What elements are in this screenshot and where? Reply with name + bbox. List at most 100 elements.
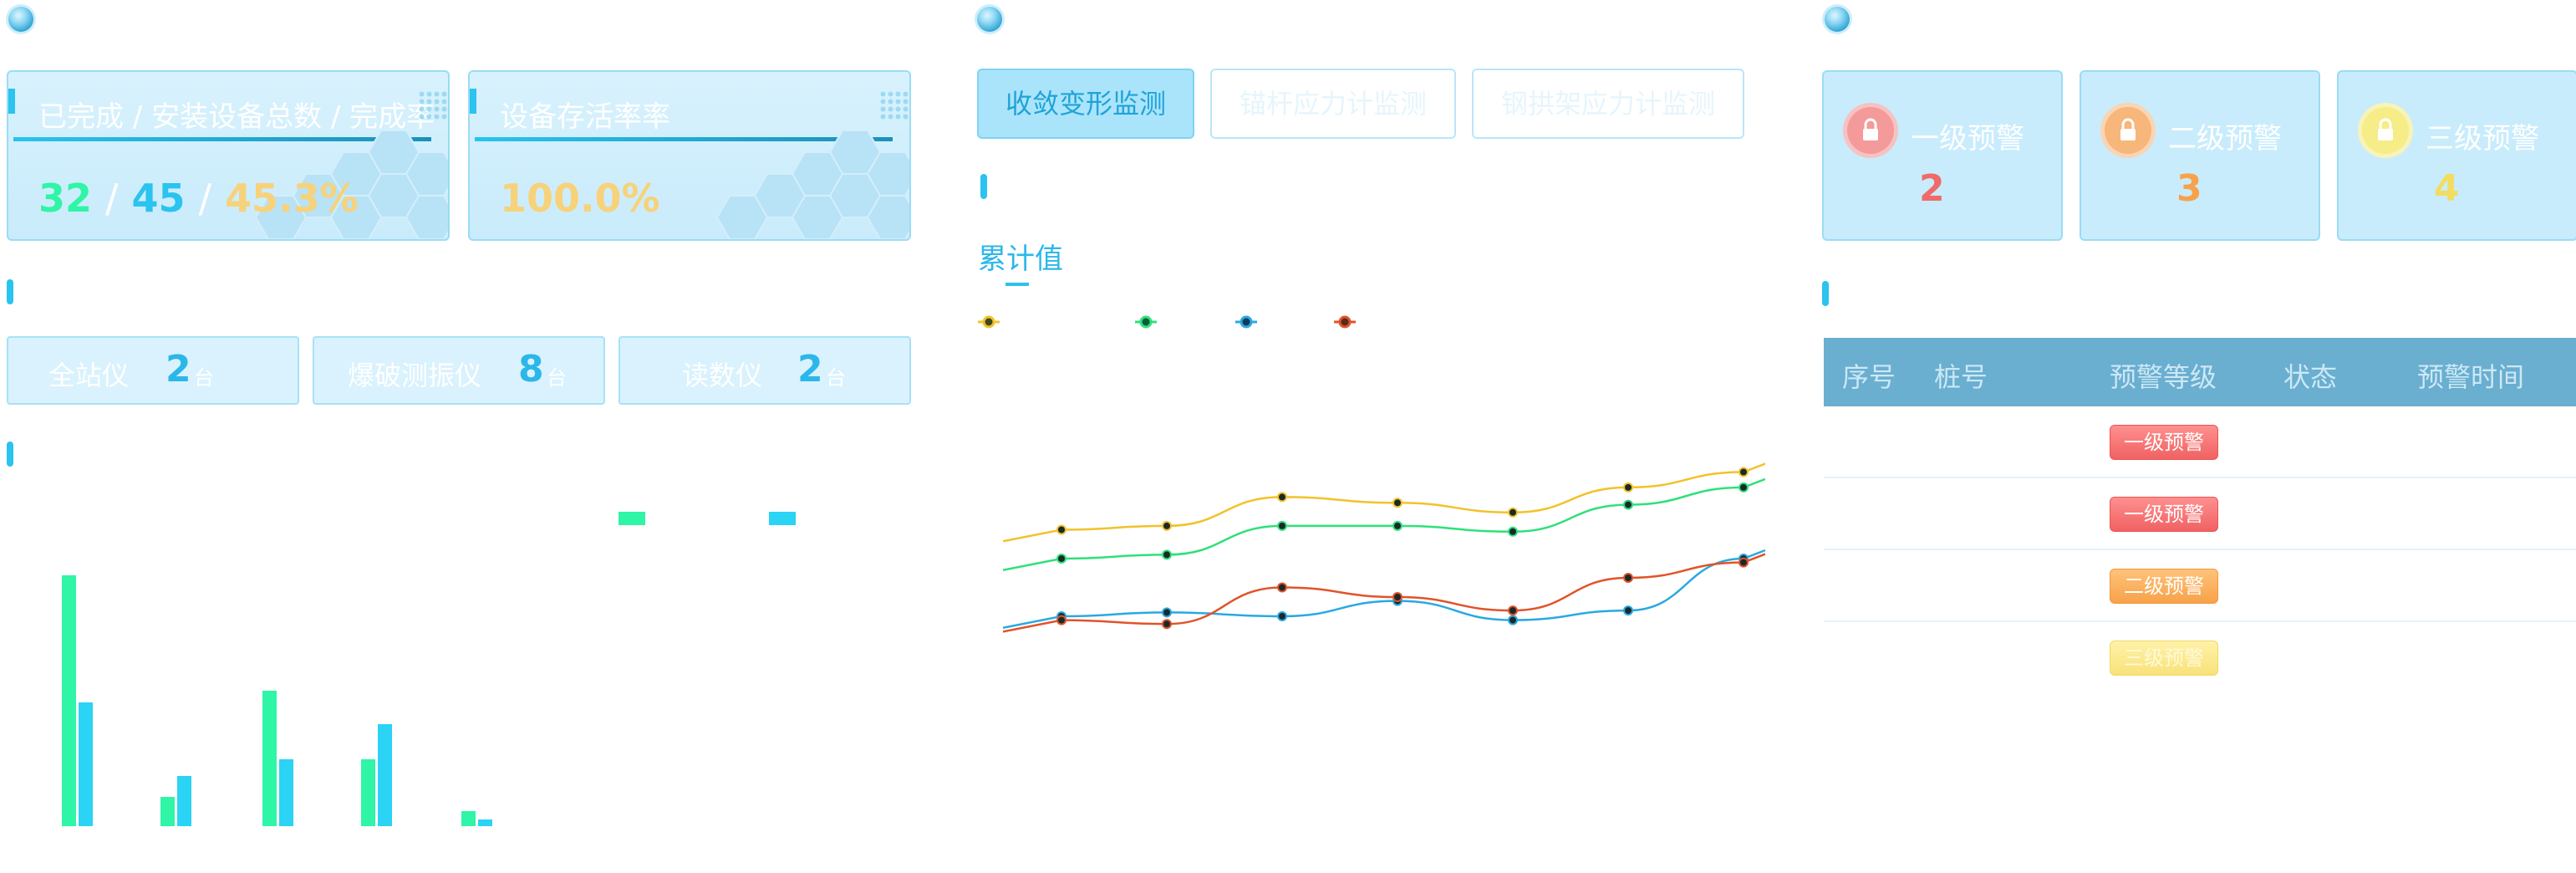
line-chart — [1003, 462, 1765, 633]
bar-series-2-1 — [79, 702, 93, 826]
completed-count: 32 — [38, 176, 93, 221]
warning-level-badge: 二级预警 — [2110, 569, 2218, 604]
point-series-2-1 — [1056, 554, 1067, 564]
total-count: 45 — [131, 176, 186, 221]
device-name: 爆破测振仪 — [348, 360, 482, 391]
bar-chart — [62, 575, 492, 826]
dots-pattern-icon — [879, 90, 909, 120]
point-series-4-4 — [1392, 592, 1403, 602]
point-series-3-5 — [1508, 615, 1518, 625]
hexagon-pattern-icon — [715, 130, 909, 239]
separator: / — [198, 176, 212, 221]
point-series-2-3 — [1277, 520, 1287, 531]
table-row[interactable]: 一级预警 — [1824, 406, 2576, 478]
device-card-total-station: 全站仪 2 台 — [7, 336, 299, 405]
device-card-reader: 读数仪 2 台 — [619, 336, 911, 405]
warning-label: 二级预警 — [2168, 122, 2282, 156]
table-row[interactable]: 一级预警 — [1824, 478, 2576, 550]
hexagon-pattern-icon — [254, 130, 448, 239]
completion-card: 已完成 / 安装设备总数 / 完成率 32 / 45 / 45.3% — [7, 70, 450, 241]
warning-level-badge: 一级预警 — [2110, 497, 2218, 532]
bar-series-1-4 — [361, 759, 375, 826]
separator: / — [105, 176, 119, 221]
bar-series-1-5 — [461, 811, 476, 826]
warning-table-header: 序号 桩号 预警等级 状态 预警时间 — [1824, 338, 2576, 406]
column-header-time: 预警时间 — [2417, 361, 2525, 393]
completion-card-title: 已完成 / 安装设备总数 / 完成率 — [38, 100, 435, 134]
bar-series-2-3 — [279, 759, 293, 826]
title-underline — [475, 137, 893, 141]
line-chart-legend — [978, 315, 1356, 329]
warning-level-badge: 一级预警 — [2110, 425, 2218, 460]
column-header-level: 预警等级 — [2110, 361, 2217, 393]
bar-series-2-5 — [478, 819, 492, 826]
point-series-2-7 — [1739, 482, 1749, 493]
tab-convergence-monitoring[interactable]: 收敛变形监测 — [977, 69, 1194, 139]
legend-swatch-series-2 — [769, 512, 796, 525]
dots-pattern-icon — [418, 90, 448, 120]
point-series-1-4 — [1392, 498, 1403, 508]
warning-level-badge: 三级预警 — [2110, 641, 2218, 676]
point-series-1-5 — [1508, 507, 1518, 518]
section-marker-icon — [980, 174, 987, 199]
point-series-1-6 — [1623, 482, 1633, 493]
point-series-4-3 — [1277, 582, 1287, 593]
device-unit: 台 — [826, 366, 846, 390]
lock-icon — [2105, 107, 2151, 154]
tab-anchor-stress-monitoring[interactable]: 锚杆应力计监测 — [1210, 69, 1456, 139]
bar-series-2-2 — [177, 776, 191, 826]
warning-count: 4 — [2434, 167, 2460, 210]
warning-card-level-1: 一级预警 2 — [1822, 70, 2063, 241]
point-series-2-5 — [1508, 526, 1518, 537]
bar-series-1-2 — [160, 797, 175, 826]
bar-series-1-3 — [262, 691, 277, 826]
warning-card-level-3: 三级预警 4 — [2337, 70, 2576, 241]
table-row[interactable]: 二级预警 — [1824, 550, 2576, 622]
point-series-1-2 — [1162, 520, 1172, 531]
tab-steel-arch-stress-monitoring[interactable]: 钢拱架应力计监测 — [1472, 69, 1744, 139]
point-series-2-2 — [1162, 549, 1172, 560]
survival-rate: 100.0% — [500, 176, 660, 221]
device-count: 2 — [797, 348, 823, 391]
point-series-2-4 — [1392, 520, 1403, 531]
title-underline — [13, 137, 431, 141]
device-unit: 台 — [547, 366, 567, 390]
section-marker-icon — [7, 442, 13, 467]
panel-left-header-icon — [8, 7, 33, 32]
lock-icon — [2362, 107, 2409, 154]
device-name: 读数仪 — [682, 360, 763, 391]
title-underline — [1005, 283, 1029, 286]
column-header-index: 序号 — [1842, 361, 1896, 393]
point-series-2-6 — [1623, 499, 1633, 510]
device-name: 全站仪 — [48, 360, 130, 391]
point-series-4-1 — [1056, 615, 1067, 625]
legend-item-series-4 — [1334, 315, 1356, 329]
table-row[interactable]: 三级预警 — [1824, 622, 2576, 692]
column-header-status: 状态 — [2283, 361, 2338, 393]
point-series-1-1 — [1056, 524, 1067, 535]
section-marker-icon — [1822, 281, 1829, 306]
line-series-1 — [1003, 462, 1765, 543]
warning-count: 2 — [1919, 167, 1945, 210]
panel-right-header-icon — [1825, 7, 1850, 32]
legend-item-series-2 — [1135, 315, 1157, 329]
point-series-3-6 — [1623, 605, 1633, 616]
point-series-3-2 — [1162, 607, 1172, 618]
card-marker-icon — [8, 89, 15, 114]
warning-label: 一级预警 — [1911, 122, 2024, 156]
device-count: 2 — [165, 348, 191, 391]
survival-card-title: 设备存活率率 — [500, 100, 670, 134]
legend-item-series-3 — [1235, 315, 1257, 329]
column-header-station: 桩号 — [1934, 361, 1988, 393]
panel-middle-header-icon — [977, 7, 1002, 32]
warning-label: 三级预警 — [2426, 122, 2539, 156]
device-card-vibration-meter: 爆破测振仪 8 台 — [313, 336, 605, 405]
warning-card-level-2: 二级预警 3 — [2080, 70, 2320, 241]
completion-value: 32 / 45 / 45.3% — [38, 176, 359, 221]
line-chart-title: 累计值 — [978, 242, 1063, 276]
point-series-4-2 — [1162, 619, 1172, 630]
card-marker-icon — [470, 89, 476, 114]
lock-icon — [1847, 107, 1894, 154]
point-series-4-7 — [1739, 557, 1749, 568]
point-series-3-3 — [1277, 611, 1287, 621]
